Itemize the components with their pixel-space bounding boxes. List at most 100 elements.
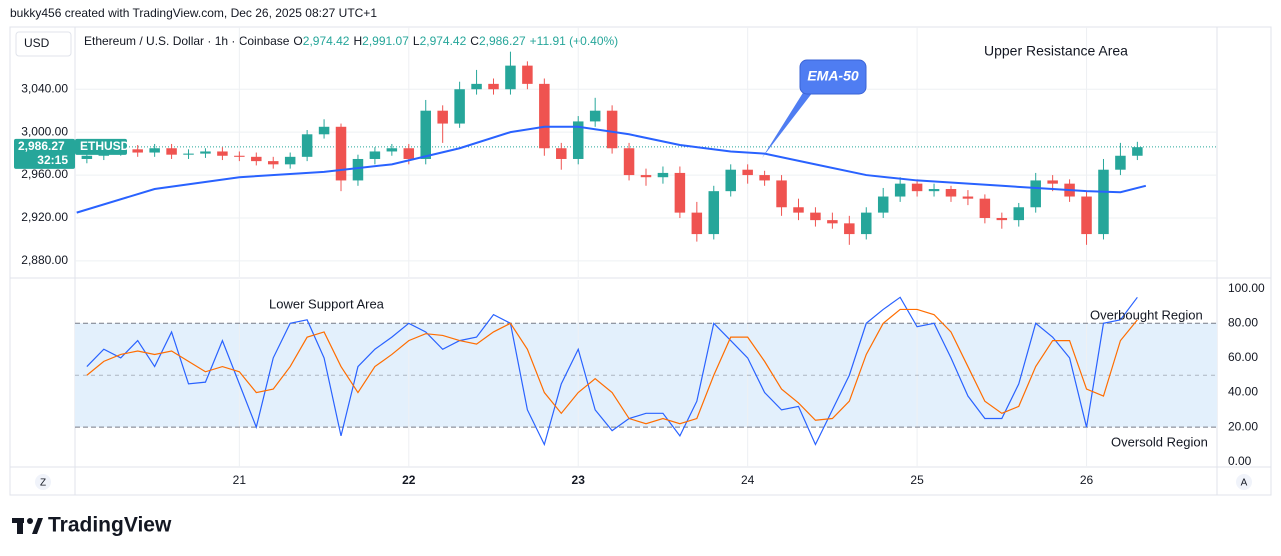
candle-body [640, 175, 652, 178]
candle-body [539, 83, 550, 149]
candle-body [522, 65, 533, 84]
candle-body [1081, 196, 1092, 235]
candle-body [1098, 169, 1109, 235]
y-tick-label: 80.00 [1228, 315, 1258, 329]
y-tick-label: 0.00 [1228, 454, 1252, 468]
credit: bukky456 created with TradingView.com, D… [10, 6, 377, 20]
change: +11.91 (+0.40%) [530, 34, 619, 48]
callout-text: EMA-50 [807, 68, 859, 84]
candle-body [301, 134, 313, 157]
candle-body [725, 169, 736, 192]
candle-body [352, 158, 364, 181]
candle-body [911, 183, 923, 192]
candle-body [996, 217, 1008, 221]
y-tick-label: 40.00 [1228, 385, 1258, 399]
candle-body [657, 172, 669, 178]
x-tick-label: 26 [1080, 473, 1094, 487]
candle-body [674, 172, 686, 213]
o-value: 2,974.42 [303, 34, 350, 48]
l-value: 2,974.42 [420, 34, 467, 48]
annotation: Upper Resistance Area [984, 43, 1128, 59]
candle-body [471, 83, 482, 90]
z-button-bg[interactable] [35, 474, 51, 490]
candle-body [234, 155, 245, 157]
candle-body [1115, 155, 1126, 170]
candle-body [251, 156, 262, 162]
candle-body [589, 110, 601, 122]
annotation: Lower Support Area [269, 296, 385, 311]
annotation: Overbought Region [1090, 307, 1203, 322]
o-label: O [293, 34, 302, 48]
candle-body [1047, 180, 1058, 184]
c-value: 2,986.27 [479, 34, 526, 48]
candle-body [572, 121, 584, 159]
x-tick-label: 24 [741, 473, 755, 487]
a-button-bg[interactable] [1236, 474, 1252, 490]
candle-body [861, 212, 872, 235]
candle-body [606, 110, 618, 149]
candle-body [267, 161, 279, 165]
y-tick-label: 60.00 [1228, 350, 1258, 364]
candle-body [183, 153, 194, 155]
candle-body [369, 151, 381, 159]
currency-button[interactable] [15, 31, 72, 57]
candle-body [454, 89, 465, 124]
candle-body [742, 169, 753, 176]
candle-body [691, 212, 703, 235]
y-tick-label: 3,000.00 [21, 124, 68, 138]
candle-body [776, 180, 787, 208]
candle-body [623, 148, 635, 176]
candle-body [708, 191, 720, 235]
candle-body [1013, 207, 1025, 221]
candle-body [1132, 147, 1143, 156]
candle-body [877, 196, 889, 213]
price-tag-value: 2,986.27 [18, 139, 65, 153]
callout-box [799, 59, 867, 95]
candle-body [810, 212, 821, 221]
candle-body [945, 189, 957, 197]
candle-body [284, 156, 296, 165]
candle-body [420, 110, 431, 159]
z-button[interactable]: Z [40, 478, 46, 489]
candle-body [149, 148, 160, 153]
candle-body [200, 151, 211, 154]
price-tag [14, 138, 75, 169]
c-label: C [470, 34, 479, 48]
candle-body [318, 126, 330, 135]
candle-body [217, 151, 228, 156]
ticker: ETHUSD [80, 139, 130, 153]
h-label: H [353, 34, 362, 48]
candle-body [403, 148, 415, 159]
frame [9, 26, 1272, 496]
candle-body [386, 148, 398, 152]
candle-body [894, 183, 906, 197]
y-tick-label: 100.00 [1228, 281, 1265, 295]
stoch-line [86, 308, 1138, 425]
candle-body [844, 223, 855, 235]
currency[interactable]: USD [24, 36, 50, 50]
y-tick-label: 2,880.00 [21, 253, 68, 267]
stoch-line [86, 296, 1138, 447]
candle-body [928, 189, 940, 192]
y-tick-label: 2,920.00 [21, 210, 68, 224]
candle-body [335, 126, 347, 181]
candle-body [793, 207, 804, 213]
ticker-tag [75, 138, 127, 155]
candle-body [505, 65, 516, 90]
x-tick-label: 21 [233, 473, 247, 487]
symbol: Ethereum / U.S. Dollar · 1h · Coinbase [84, 34, 290, 48]
l-label: L [413, 34, 420, 48]
candle-body [1030, 180, 1041, 208]
x-tick-label: 23 [572, 473, 586, 487]
candle-body [132, 149, 143, 153]
candle-body [979, 198, 991, 218]
candle-body [759, 175, 770, 181]
candle-body [827, 220, 838, 224]
price-tag-time: 32:15 [37, 153, 68, 167]
logo: TradingView [48, 514, 172, 537]
logo-icon [12, 518, 43, 534]
annotation: Oversold Region [1111, 434, 1208, 449]
candle-body [962, 196, 974, 199]
a-button[interactable]: A [1241, 478, 1248, 489]
